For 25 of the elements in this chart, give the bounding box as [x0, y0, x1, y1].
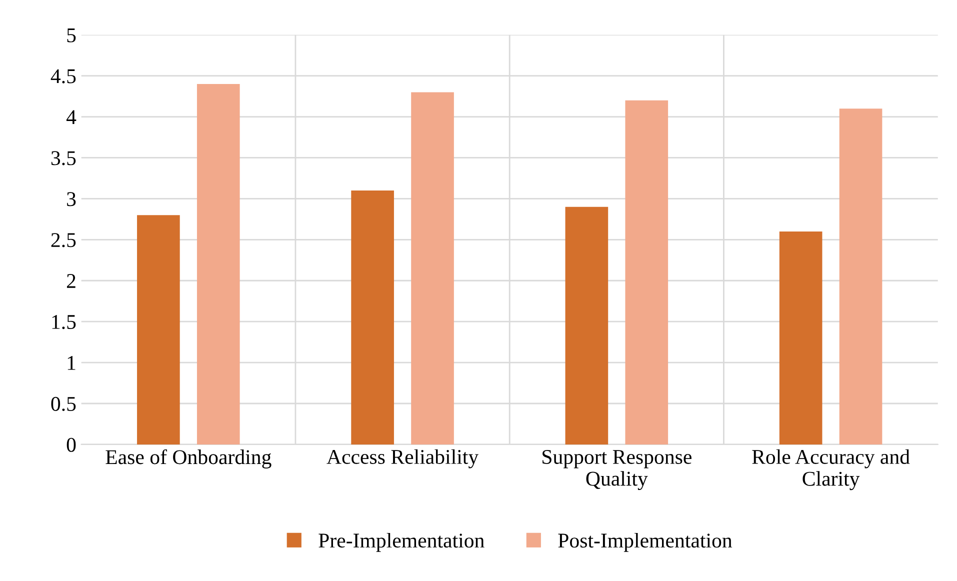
x-tick-label: Role Accuracy and Clarity [752, 449, 910, 490]
y-tick-label: 2.5 [51, 233, 76, 248]
legend-label: Post-Implementation [558, 532, 732, 552]
y-tick-label: 5 [67, 28, 76, 42]
bar [625, 100, 668, 444]
bar [779, 231, 822, 444]
bar [411, 92, 454, 444]
bar [196, 84, 240, 444]
y-tick-label: 3.5 [51, 151, 76, 166]
x-tick-label: Access Reliability [326, 449, 479, 468]
bar [137, 215, 180, 444]
bar [351, 190, 394, 444]
y-tick-label: 4.5 [50, 69, 76, 84]
x-tick-label: Ease of Onboarding [106, 449, 272, 468]
y-tick-label: 0.5 [51, 396, 76, 412]
bar [565, 206, 608, 444]
legend-label: Pre-Implementation [318, 532, 484, 552]
y-tick-label: 0 [66, 438, 76, 452]
y-tick-label: 4 [66, 110, 76, 124]
y-tick-label: 2 [66, 274, 76, 288]
y-tick-label: 1.5 [52, 315, 76, 330]
bar [839, 108, 882, 444]
x-tick-label: Support Response Quality [542, 450, 692, 490]
y-tick-label: 1 [68, 356, 76, 370]
y-tick-label: 3 [67, 192, 76, 206]
